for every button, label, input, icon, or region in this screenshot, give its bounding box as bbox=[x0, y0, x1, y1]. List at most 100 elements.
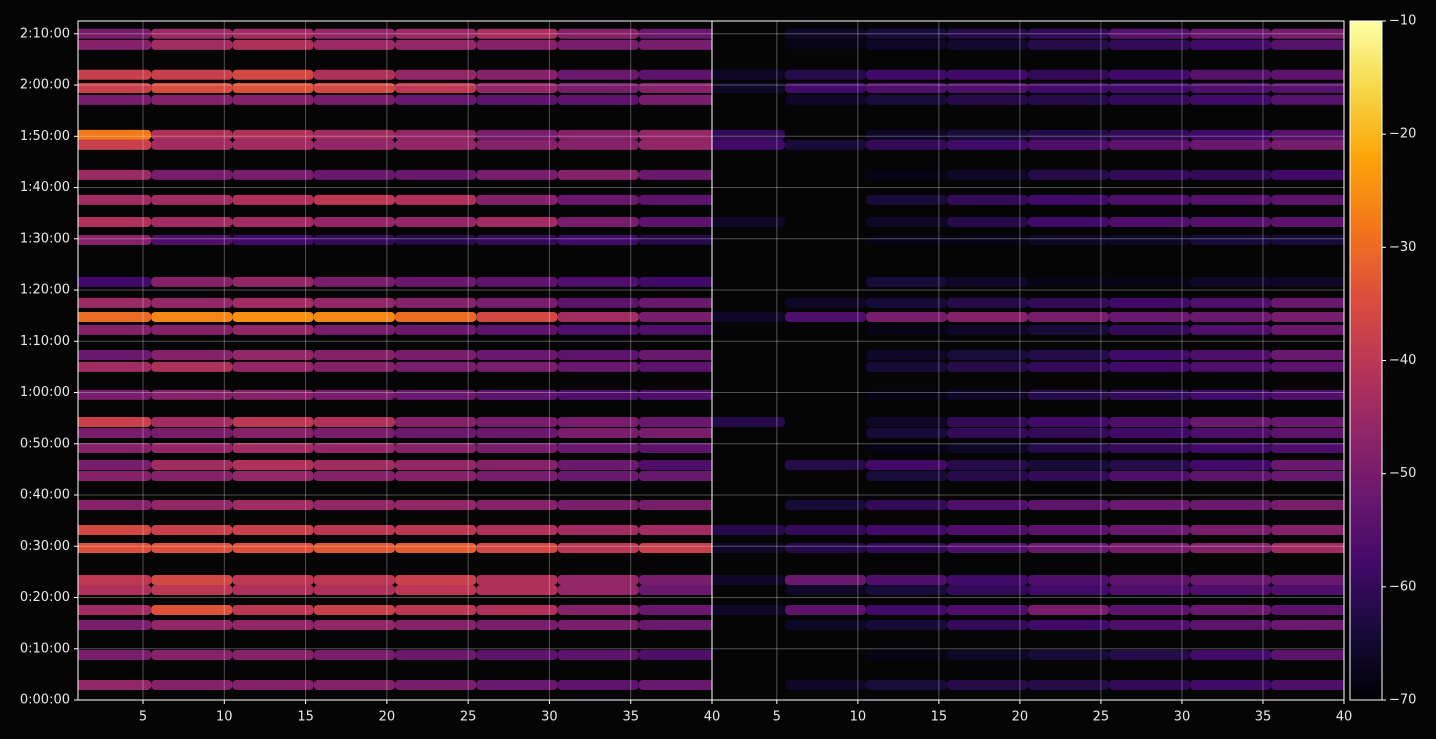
colorbar-tick-label: −30 bbox=[1389, 240, 1416, 255]
heatmap-cell bbox=[1271, 216, 1344, 227]
heatmap-cell bbox=[232, 216, 314, 227]
heatmap-cell bbox=[232, 82, 314, 93]
heatmap-cell bbox=[865, 361, 947, 372]
heatmap-cell bbox=[78, 69, 152, 80]
heatmap-cell bbox=[476, 361, 558, 372]
heatmap-cell bbox=[232, 194, 314, 205]
heatmap-cell bbox=[151, 679, 233, 690]
heatmap-cell bbox=[946, 389, 1028, 400]
heatmap-cell bbox=[232, 620, 314, 631]
heatmap-cell bbox=[395, 575, 477, 586]
heatmap-cell bbox=[395, 416, 477, 427]
heatmap-cell bbox=[151, 216, 233, 227]
heatmap-cell bbox=[232, 297, 314, 308]
heatmap-cell bbox=[638, 39, 712, 50]
heatmap-cell bbox=[313, 679, 395, 690]
heatmap-cell bbox=[865, 194, 947, 205]
x-tick-label: 15 bbox=[931, 710, 948, 725]
heatmap-cell bbox=[395, 69, 477, 80]
heatmap-cell bbox=[1109, 297, 1191, 308]
heatmap-cell bbox=[1271, 311, 1344, 322]
heatmap-cell bbox=[78, 139, 152, 150]
heatmap-cell bbox=[946, 297, 1028, 308]
heatmap-cell bbox=[865, 82, 947, 93]
heatmap-cell bbox=[946, 139, 1028, 150]
heatmap-cell bbox=[395, 139, 477, 150]
heatmap-cell bbox=[1028, 94, 1110, 105]
heatmap-cell bbox=[313, 28, 395, 39]
heatmap-cell bbox=[557, 311, 639, 322]
heatmap-cell bbox=[1190, 311, 1272, 322]
heatmap-cell bbox=[395, 216, 477, 227]
heatmap-cell bbox=[946, 500, 1028, 511]
heatmap-cell bbox=[638, 620, 712, 631]
heatmap-cell bbox=[1190, 575, 1272, 586]
heatmap-cell bbox=[1271, 324, 1344, 335]
heatmap-cell bbox=[1028, 679, 1110, 690]
heatmap-cell bbox=[1109, 500, 1191, 511]
heatmap-cell bbox=[557, 604, 639, 615]
heatmap-cell bbox=[1028, 620, 1110, 631]
heatmap-cell bbox=[1190, 169, 1272, 180]
heatmap-cell bbox=[1028, 459, 1110, 470]
y-tick-label: 0:20:00 bbox=[20, 590, 70, 605]
heatmap-cell bbox=[784, 575, 866, 586]
heatmap-cell bbox=[313, 575, 395, 586]
x-tick-label: 10 bbox=[216, 710, 233, 725]
heatmap-cell bbox=[1109, 349, 1191, 360]
heatmap-cell bbox=[476, 428, 558, 439]
colorbar-tick-label: −60 bbox=[1389, 579, 1416, 594]
heatmap-cell bbox=[1028, 69, 1110, 80]
heatmap-cell bbox=[151, 194, 233, 205]
heatmap-cell bbox=[476, 442, 558, 453]
heatmap-cell bbox=[232, 416, 314, 427]
heatmap-cell bbox=[557, 234, 639, 245]
colorbar-tick-label: −10 bbox=[1389, 14, 1416, 29]
heatmap-cell bbox=[476, 39, 558, 50]
heatmap-cell bbox=[313, 216, 395, 227]
heatmap-cell bbox=[865, 216, 947, 227]
heatmap-cell bbox=[232, 428, 314, 439]
heatmap-cell bbox=[232, 361, 314, 372]
heatmap-cell bbox=[946, 324, 1028, 335]
heatmap-cell bbox=[313, 584, 395, 595]
colorbar-tick-label: −50 bbox=[1389, 466, 1416, 481]
heatmap-cell bbox=[232, 129, 314, 140]
heatmap-cell bbox=[395, 428, 477, 439]
heatmap-cell bbox=[557, 129, 639, 140]
heatmap-cell bbox=[1271, 525, 1344, 536]
heatmap-cell bbox=[557, 584, 639, 595]
heatmap-cell bbox=[151, 442, 233, 453]
heatmap-cell bbox=[151, 28, 233, 39]
heatmap-cell bbox=[151, 129, 233, 140]
heatmap-cell bbox=[476, 542, 558, 553]
heatmap-cell bbox=[78, 39, 152, 50]
heatmap-cell bbox=[1190, 361, 1272, 372]
heatmap-cell bbox=[1109, 584, 1191, 595]
heatmap-cell bbox=[313, 169, 395, 180]
heatmap-cell bbox=[1190, 234, 1272, 245]
heatmap-cell bbox=[476, 28, 558, 39]
heatmap-cell bbox=[865, 349, 947, 360]
heatmap-cell bbox=[151, 94, 233, 105]
heatmap-cell bbox=[232, 94, 314, 105]
heatmap-cell bbox=[865, 442, 947, 453]
heatmap-cell bbox=[784, 39, 866, 50]
heatmap-cell bbox=[1190, 194, 1272, 205]
heatmap-cell bbox=[865, 459, 947, 470]
heatmap-cell bbox=[865, 679, 947, 690]
heatmap-cell bbox=[557, 500, 639, 511]
colorbar-tick-label: −40 bbox=[1389, 353, 1416, 368]
heatmap-cell bbox=[638, 234, 712, 245]
heatmap-cell bbox=[1190, 324, 1272, 335]
heatmap-cell bbox=[151, 389, 233, 400]
heatmap-cell bbox=[1028, 234, 1110, 245]
heatmap-cell bbox=[1028, 311, 1110, 322]
heatmap-cell bbox=[395, 525, 477, 536]
heatmap-cell bbox=[476, 129, 558, 140]
heatmap-cell bbox=[78, 194, 152, 205]
heatmap-cell bbox=[1271, 500, 1344, 511]
heatmap-cell bbox=[476, 575, 558, 586]
heatmap-cell bbox=[1109, 416, 1191, 427]
heatmap-cell bbox=[1028, 416, 1110, 427]
